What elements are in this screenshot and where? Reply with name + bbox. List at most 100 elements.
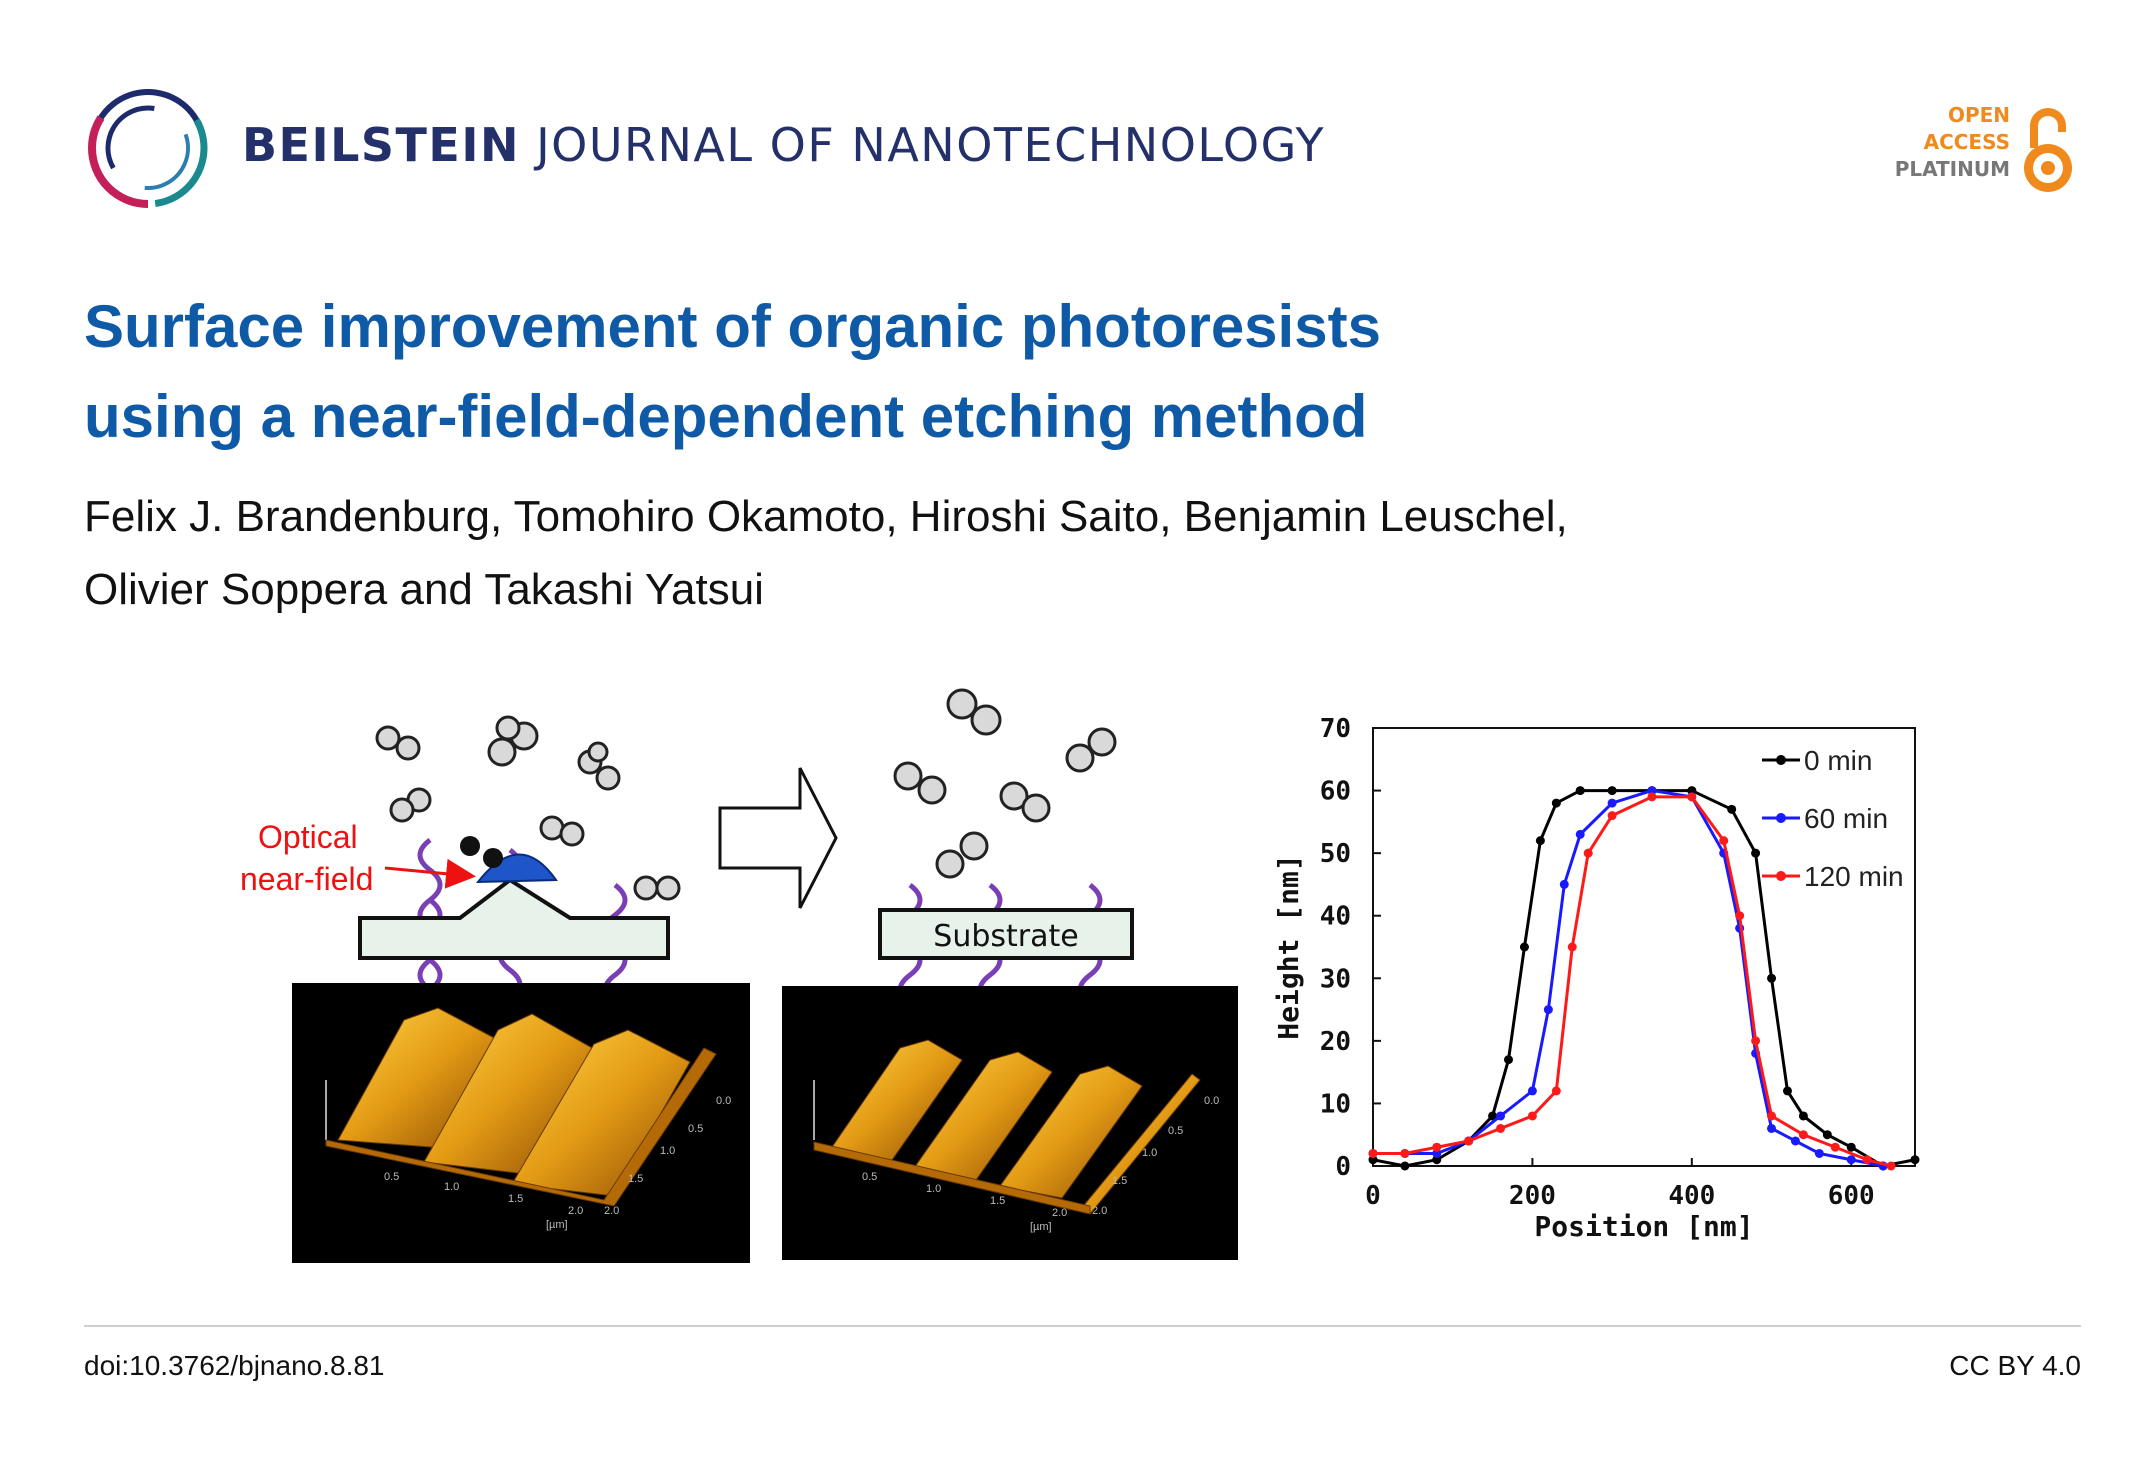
molecules-left [375, 715, 681, 901]
series-1-point [1846, 1155, 1856, 1165]
series-0-point [1767, 973, 1777, 983]
title-line-2: using a near-field-dependent etching met… [84, 383, 1368, 450]
series-2-point [1432, 1142, 1442, 1152]
series-2-point [1583, 848, 1593, 858]
series-0-point [1488, 1111, 1498, 1121]
series-0-point [1798, 1111, 1808, 1121]
afm-right-tick-2: 1.0 [926, 1183, 941, 1195]
series-0-point [1822, 1130, 1832, 1140]
series-0-point [1575, 786, 1585, 796]
x-tick-label: 600 [1828, 1181, 1875, 1211]
journal-name: BEILSTEIN JOURNAL OF NANOTECHNOLOGY [242, 118, 1325, 172]
series-2-point [1368, 1148, 1378, 1158]
series-2-point [1400, 1148, 1410, 1158]
series-1-point [1607, 798, 1617, 808]
legend-label-1: 60 min [1804, 803, 1888, 834]
resist-bump [475, 853, 558, 884]
legend-label-2: 120 min [1804, 861, 1904, 892]
y-axis-label: Height [nm] [1272, 854, 1305, 1039]
footer-divider [84, 1325, 2081, 1327]
y-tick-label: 10 [1320, 1089, 1351, 1119]
x-tick-label: 0 [1365, 1181, 1381, 1211]
afm-left-tick-5: 0.5 [688, 1123, 703, 1135]
series-0-point [1504, 1055, 1513, 1065]
afm-right-tick-3: 1.5 [990, 1195, 1005, 1207]
nearfield-dot-1 [460, 836, 480, 856]
badge-open: OPEN [1947, 103, 2010, 127]
license-label: CC BY 4.0 [1949, 1350, 2081, 1381]
y-tick-label: 40 [1320, 902, 1351, 932]
journal-title: JOURNAL OF NANOTECHNOLOGY [536, 118, 1326, 172]
title-line-1: Surface improvement of organic photoresi… [84, 293, 1381, 360]
afm-right-tick-9: 0.0 [1204, 1095, 1219, 1107]
series-0-point [1751, 848, 1761, 858]
afm-right-tick-8: 2.0 [1092, 1205, 1107, 1217]
journal-brand: BEILSTEIN [242, 118, 520, 172]
series-2-point [1607, 811, 1617, 821]
afm-image-after: 0.5 1.0 1.5 2.0 [µm] 0.5 1.0 1.5 2.0 0.0 [782, 986, 1238, 1260]
x-tick-label: 400 [1668, 1181, 1715, 1211]
series-line-0 [1372, 789, 1916, 1168]
legend-marker-0 [1776, 755, 1786, 765]
series-2-point [1551, 1086, 1561, 1096]
y-tick-label: 30 [1320, 964, 1351, 994]
series-1-point [1790, 1136, 1800, 1146]
series-0-point [1535, 836, 1545, 846]
article-title: Surface improvement of organic photoresi… [84, 282, 1984, 462]
series-1-point [1559, 879, 1569, 889]
series-0-point [1846, 1142, 1856, 1152]
series-1-point [1432, 1148, 1442, 1158]
patterned-substrate [358, 877, 670, 960]
series-2-point [1527, 1111, 1537, 1121]
series-2-point [1862, 1155, 1872, 1165]
series-1-point [1496, 1111, 1506, 1121]
afm-right-tick-6: 1.0 [1142, 1147, 1157, 1159]
series-2-point [1496, 1123, 1506, 1133]
afm-right-tick-5: 0.5 [1168, 1125, 1183, 1137]
series-2-point [1830, 1142, 1840, 1152]
series-1-point [1814, 1148, 1824, 1158]
legend-marker-1 [1776, 813, 1786, 823]
series-0-point [1727, 804, 1737, 814]
label-near-field: near-field [240, 861, 373, 897]
series-1-point [1575, 829, 1585, 839]
afm-right-tick-7: 1.5 [1112, 1175, 1127, 1187]
doi-link[interactable]: doi:10.3762/bjnano.8.81 [84, 1350, 385, 1381]
series-2-point [1767, 1111, 1777, 1121]
series-0-point [1607, 786, 1617, 796]
height-profile-chart: 0 10 20 30 40 50 60 70 0 200 400 600 0 min 60 min 120… [1272, 714, 1920, 1243]
series-1-point [1527, 1086, 1537, 1096]
series-2-point [1567, 942, 1577, 952]
badge-access: ACCESS [1923, 130, 2010, 154]
label-substrate: Substrate [933, 919, 1078, 954]
author-list: Felix J. Brandenburg, Tomohiro Okamoto, … [84, 480, 1984, 626]
series-1-point [1543, 1005, 1553, 1015]
afm-left-tick-2: 1.0 [444, 1181, 459, 1193]
nearfield-dot-2 [483, 848, 503, 868]
afm-left-tick-7: 1.5 [628, 1173, 643, 1185]
y-tick-label: 0 [1335, 1152, 1351, 1182]
label-optical: Optical [258, 819, 358, 855]
y-tick-label: 50 [1320, 839, 1351, 869]
y-tick-label: 60 [1320, 777, 1351, 807]
afm-right-tick-1: 0.5 [862, 1171, 877, 1183]
x-tick-label: 200 [1509, 1181, 1556, 1211]
label-pointer [384, 858, 476, 889]
y-tick-label: 20 [1320, 1027, 1351, 1057]
afm-left-tick-6: 1.0 [660, 1145, 675, 1157]
journal-logo-icon [88, 88, 208, 208]
molecules-right [893, 688, 1117, 879]
series-2-point [1751, 1036, 1761, 1046]
badge-platinum: PLATINUM [1894, 157, 2010, 181]
series-1-point [1767, 1123, 1777, 1133]
series-0-point [1782, 1086, 1792, 1096]
afm-left-unit: [µm] [546, 1219, 568, 1231]
afm-right-unit: [µm] [1030, 1221, 1052, 1233]
open-access-badge: OPEN ACCESS PLATINUM [1886, 102, 2076, 198]
series-0-point [1910, 1155, 1920, 1165]
series-line-2 [1373, 795, 1892, 1168]
series-2-point [1719, 836, 1729, 846]
afm-left-tick-8: 2.0 [604, 1205, 619, 1217]
afm-left-tick-9: 0.0 [716, 1095, 731, 1107]
